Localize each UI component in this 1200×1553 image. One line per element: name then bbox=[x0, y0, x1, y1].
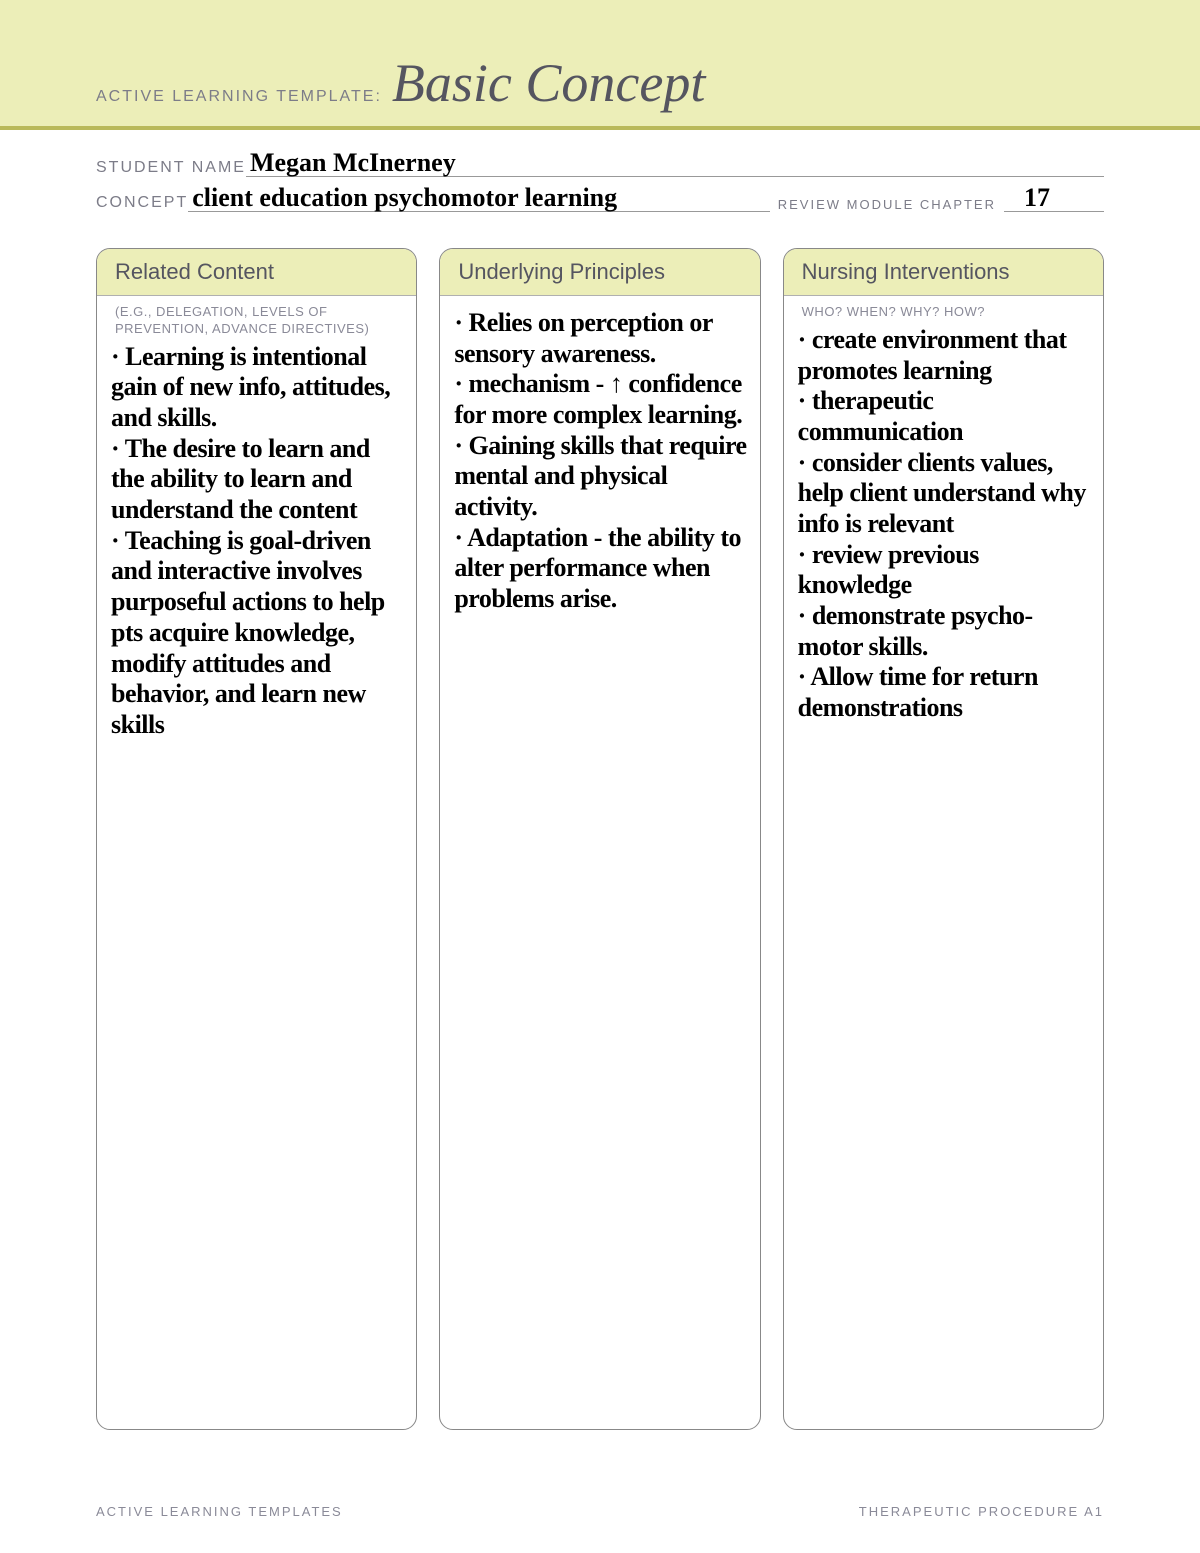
col-sub bbox=[440, 296, 759, 304]
col-underlying-principles: Underlying Principles · Relies on percep… bbox=[439, 248, 760, 1430]
col-related-content: Related Content (E.G., DELEGATION, LEVEL… bbox=[96, 248, 417, 1430]
concept-row: CONCEPT client education psychomotor lea… bbox=[96, 183, 1104, 212]
concept-value: client education psychomotor learning bbox=[192, 183, 617, 213]
header-label: ACTIVE LEARNING TEMPLATE: bbox=[96, 88, 382, 106]
col-sub: (E.G., DELEGATION, LEVELS OF PREVENTION,… bbox=[97, 296, 416, 338]
col-header: Related Content bbox=[97, 249, 416, 296]
col-header: Nursing Interventions bbox=[784, 249, 1103, 296]
columns: Related Content (E.G., DELEGATION, LEVEL… bbox=[0, 218, 1200, 1430]
concept-label: CONCEPT bbox=[96, 194, 188, 212]
review-label: REVIEW MODULE CHAPTER bbox=[778, 197, 996, 212]
top-fields: STUDENT NAME Megan McInerney CONCEPT cli… bbox=[0, 130, 1200, 212]
chapter-line: 17 bbox=[1004, 183, 1104, 212]
footer-right: THERAPEUTIC PROCEDURE A1 bbox=[859, 1504, 1104, 1519]
footer: ACTIVE LEARNING TEMPLATES THERAPEUTIC PR… bbox=[96, 1504, 1104, 1519]
header-title: Basic Concept bbox=[392, 52, 705, 114]
col-sub: WHO? WHEN? WHY? HOW? bbox=[784, 296, 1103, 321]
student-name-row: STUDENT NAME Megan McInerney bbox=[96, 148, 1104, 177]
header-band: ACTIVE LEARNING TEMPLATE: Basic Concept bbox=[0, 0, 1200, 130]
concept-line: client education psychomotor learning bbox=[188, 183, 770, 212]
col-nursing-interventions: Nursing Interventions WHO? WHEN? WHY? HO… bbox=[783, 248, 1104, 1430]
chapter-value: 17 bbox=[1024, 183, 1050, 213]
col-content: · create environment that promotes learn… bbox=[784, 321, 1103, 724]
student-name-label: STUDENT NAME bbox=[96, 159, 246, 177]
col-header: Underlying Principles bbox=[440, 249, 759, 296]
student-name-value: Megan McInerney bbox=[250, 148, 456, 178]
col-content: · Learning is intentional gain of new in… bbox=[97, 338, 416, 741]
student-name-line: Megan McInerney bbox=[246, 148, 1104, 177]
col-content: · Relies on perception or sensory awaren… bbox=[440, 304, 759, 615]
footer-left: ACTIVE LEARNING TEMPLATES bbox=[96, 1504, 343, 1519]
